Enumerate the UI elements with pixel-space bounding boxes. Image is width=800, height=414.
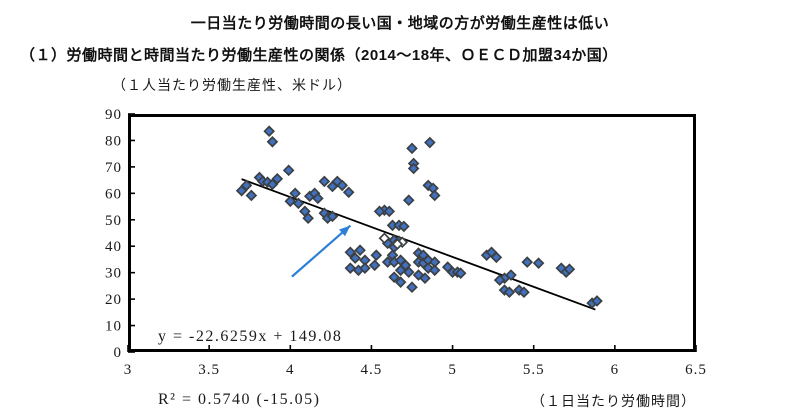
data-point [424, 136, 436, 149]
x-tick-label: 3 [124, 362, 133, 378]
data-point [591, 295, 603, 307]
data-point [505, 269, 517, 281]
data-point [282, 164, 295, 177]
data-point [503, 286, 516, 299]
data-point [342, 186, 355, 199]
data-point [370, 249, 383, 262]
data-point [344, 246, 357, 259]
y-tick-label: 50 [105, 213, 122, 229]
data-point [373, 205, 386, 218]
x-axis-unit-label: （１日当たり労働時間） [531, 395, 696, 410]
chart-main-title: 一日当たり労働時間の長い国・地域の方が労働生産性は低い [190, 15, 610, 32]
annotation-arrow-head [339, 225, 351, 237]
data-point [383, 205, 396, 218]
data-point [336, 179, 349, 192]
y-tick-label: 40 [105, 239, 122, 255]
data-point [326, 210, 339, 223]
data-point [412, 269, 425, 281]
x-tick-label: 6.5 [685, 362, 707, 378]
data-point [271, 172, 284, 185]
plot-frame [128, 114, 696, 352]
data-point [266, 178, 279, 191]
data-point [292, 197, 305, 210]
data-point [402, 266, 415, 278]
data-point [240, 179, 253, 192]
data-point [368, 259, 381, 272]
annotation-arrow-line [291, 224, 352, 278]
data-point [312, 192, 324, 205]
data-point [289, 187, 301, 200]
data-point [318, 175, 331, 188]
y-tick-label: 90 [105, 107, 122, 123]
data-point [354, 244, 366, 256]
y-axis-unit-label: （１人当たり労働生産性、米ドル） [112, 79, 352, 94]
data-point [454, 267, 467, 279]
data-point [266, 135, 279, 148]
data-point [419, 272, 431, 285]
x-tick-label: 6 [611, 362, 620, 378]
data-point [518, 286, 530, 299]
data-point [428, 264, 441, 277]
data-point [391, 238, 404, 250]
data-point [490, 251, 503, 264]
data-point [521, 256, 534, 268]
data-point [394, 276, 407, 288]
y-tick-label: 70 [105, 160, 122, 176]
data-point [428, 189, 441, 202]
data-point [359, 262, 371, 274]
x-tick-label: 4.5 [361, 362, 383, 378]
data-point [563, 263, 576, 276]
data-point [406, 281, 418, 294]
y-tick-label: 0 [114, 345, 123, 361]
y-tick-label: 80 [105, 133, 122, 149]
x-tick-label: 5 [448, 362, 457, 378]
data-point [388, 271, 400, 283]
data-point [407, 162, 420, 175]
data-point [284, 195, 297, 208]
y-tick-label: 20 [105, 292, 122, 308]
data-point [263, 125, 275, 137]
data-point [302, 212, 314, 224]
data-point [406, 142, 418, 155]
regression-r-squared: R² = 0.5740 (-15.05) [158, 391, 321, 408]
data-point [378, 232, 391, 245]
data-point [532, 257, 545, 269]
x-tick-label: 4 [286, 362, 295, 378]
data-point [493, 274, 506, 286]
data-point [245, 189, 258, 202]
data-point [398, 220, 410, 233]
y-tick-label: 10 [105, 319, 122, 335]
data-point [344, 262, 357, 274]
chart-subtitle: （１）労働時間と時間当たり労働生産性の関係（2014～18年、ＯＥＣＤ加盟34か… [20, 47, 618, 64]
data-point [402, 194, 415, 207]
data-point [349, 252, 362, 264]
x-tick-label: 5.5 [523, 362, 545, 378]
x-tick-label: 3.5 [198, 362, 220, 378]
regression-equation-line1: y = -22.6259x + 149.08 [158, 328, 343, 345]
regression-equation: y = -22.6259x + 149.08 R² = 0.5740 (-15.… [158, 284, 342, 414]
data-point [394, 264, 407, 277]
y-tick-label: 60 [105, 186, 122, 202]
y-tick-label: 30 [105, 266, 122, 282]
